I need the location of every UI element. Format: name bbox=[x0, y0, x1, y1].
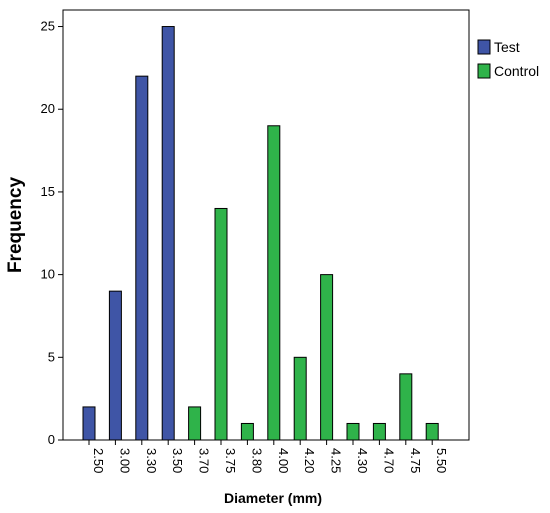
y-tick-label: 25 bbox=[41, 19, 55, 34]
x-tick-label: 4.70 bbox=[381, 448, 396, 473]
bar-control bbox=[188, 406, 202, 441]
x-tick-label: 4.75 bbox=[408, 448, 423, 473]
bar-control bbox=[425, 422, 439, 441]
x-tick-label: 3.50 bbox=[170, 448, 185, 473]
legend: Test Control bbox=[477, 39, 539, 79]
x-axis-title: Diameter (mm) bbox=[224, 490, 322, 506]
bar-test bbox=[108, 290, 122, 441]
x-tick-label: 3.70 bbox=[197, 448, 212, 473]
x-tick-label: 4.30 bbox=[355, 448, 370, 473]
y-tick-label: 15 bbox=[41, 184, 55, 199]
bars bbox=[82, 26, 439, 441]
legend-label-test: Test bbox=[494, 39, 520, 55]
bar-control bbox=[240, 422, 254, 441]
bar-control bbox=[320, 274, 334, 441]
bar-control bbox=[346, 422, 360, 441]
bar-control bbox=[293, 356, 307, 441]
legend-label-control: Control bbox=[494, 63, 539, 79]
x-tick-label: 3.30 bbox=[144, 448, 159, 473]
y-axis: 0 5 10 15 20 25 bbox=[41, 19, 63, 447]
bar-test bbox=[82, 406, 96, 441]
x-tick-label: 3.00 bbox=[117, 448, 132, 473]
bar-control bbox=[399, 373, 413, 441]
bar-control bbox=[214, 207, 228, 441]
x-tick-label: 3.75 bbox=[223, 448, 238, 473]
x-tick-label: 3.80 bbox=[249, 448, 264, 473]
x-tick-label: 2.50 bbox=[91, 448, 106, 473]
plot-area bbox=[62, 9, 470, 441]
bar-test bbox=[135, 75, 149, 441]
x-axis: 2.50 3.00 3.30 3.50 3.70 3.75 3.80 4.00 4.20 4.25… bbox=[88, 440, 449, 473]
legend-swatch-control bbox=[477, 63, 491, 79]
legend-swatch-test bbox=[477, 39, 491, 55]
bar-control bbox=[372, 422, 386, 441]
bar-control bbox=[267, 125, 281, 441]
x-tick-label: 4.00 bbox=[276, 448, 291, 473]
bar-test bbox=[161, 26, 175, 441]
y-tick-label: 10 bbox=[41, 267, 55, 282]
y-tick-label: 5 bbox=[48, 349, 55, 364]
x-tick-label: 5.50 bbox=[434, 448, 449, 473]
y-tick-label: 0 bbox=[48, 432, 55, 447]
y-axis-title: Frequency bbox=[5, 177, 26, 274]
y-tick-label: 20 bbox=[41, 101, 55, 116]
x-tick-label: 4.20 bbox=[302, 448, 317, 473]
x-tick-label: 4.25 bbox=[329, 448, 344, 473]
